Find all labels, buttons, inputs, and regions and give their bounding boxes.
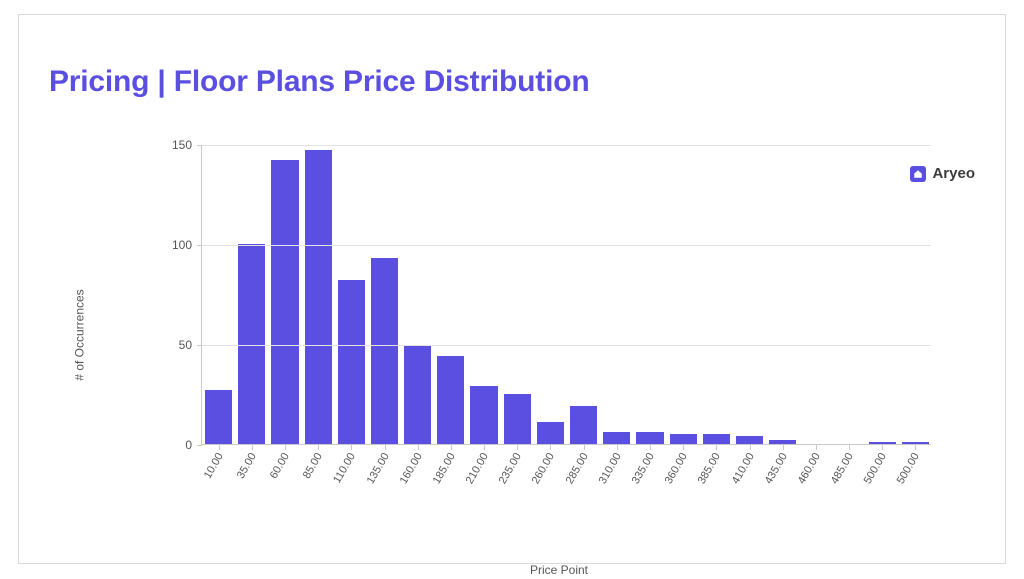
bar (238, 244, 265, 444)
bar (636, 432, 663, 444)
bar (736, 436, 763, 444)
bars-container (202, 145, 931, 444)
x-tick-label: 160.00 (397, 451, 424, 486)
bar (271, 160, 298, 444)
x-tick-label: 10.00 (201, 451, 225, 481)
x-tick-mark (882, 445, 883, 450)
x-tick-label: 35.00 (235, 451, 259, 481)
x-tick-label: 500.00 (862, 451, 889, 486)
x-tick-label: 385.00 (696, 451, 723, 486)
x-axis-label: Price Point (530, 563, 588, 577)
x-tick-mark (783, 445, 784, 450)
bar (769, 440, 796, 444)
gridline (202, 145, 931, 146)
bar (338, 280, 365, 444)
x-tick-mark (219, 445, 220, 450)
x-tick-mark (351, 445, 352, 450)
bar (305, 150, 332, 444)
y-axis-label: # of Occurrences (73, 289, 87, 380)
bar (537, 422, 564, 444)
x-tick-mark (584, 445, 585, 450)
gridline (202, 245, 931, 246)
x-tick-mark (617, 445, 618, 450)
x-tick-label: 85.00 (301, 451, 325, 481)
x-tick-mark (915, 445, 916, 450)
x-tick-mark (418, 445, 419, 450)
chart-card: Pricing | Floor Plans Price Distribution… (18, 14, 1006, 564)
y-tick-mark (197, 245, 202, 246)
x-tick-label: 460.00 (796, 451, 823, 486)
x-tick-mark (550, 445, 551, 450)
x-tick-label: 110.00 (331, 451, 358, 485)
chart: # of Occurrences 05010015010.0035.0060.0… (149, 145, 969, 525)
bar (404, 346, 431, 444)
x-tick-mark (252, 445, 253, 450)
page-title: Pricing | Floor Plans Price Distribution (49, 65, 589, 99)
y-tick-label: 0 (152, 438, 192, 452)
x-tick-label: 410.00 (729, 451, 756, 486)
x-tick-label: 210.00 (464, 451, 491, 486)
x-tick-label: 135.00 (364, 451, 391, 486)
x-tick-label: 285.00 (563, 451, 590, 486)
x-tick-label: 235.00 (497, 451, 524, 486)
x-tick-label: 360.00 (663, 451, 690, 486)
bar (504, 394, 531, 444)
x-tick-mark (484, 445, 485, 450)
bar (869, 442, 896, 444)
x-tick-mark (650, 445, 651, 450)
x-tick-mark (451, 445, 452, 450)
y-tick-mark (197, 445, 202, 446)
x-tick-label: 60.00 (268, 451, 292, 481)
x-tick-label: 335.00 (630, 451, 657, 486)
x-tick-mark (750, 445, 751, 450)
x-tick-mark (318, 445, 319, 450)
gridline (202, 345, 931, 346)
bar (437, 356, 464, 444)
x-tick-mark (849, 445, 850, 450)
bar (205, 390, 232, 444)
x-tick-mark (285, 445, 286, 450)
x-tick-mark (816, 445, 817, 450)
x-tick-label: 435.00 (762, 451, 789, 486)
x-tick-label: 485.00 (829, 451, 856, 486)
x-tick-label: 185.00 (431, 451, 458, 486)
bar (371, 258, 398, 444)
bar (570, 406, 597, 444)
bar (902, 442, 929, 444)
bar (603, 432, 630, 444)
y-tick-label: 50 (152, 338, 192, 352)
plot-area: 05010015010.0035.0060.0085.00110.00135.0… (201, 145, 931, 445)
x-tick-mark (517, 445, 518, 450)
bar (670, 434, 697, 444)
y-tick-label: 150 (152, 138, 192, 152)
bar (703, 434, 730, 444)
y-tick-label: 100 (152, 238, 192, 252)
x-tick-mark (683, 445, 684, 450)
bar (470, 386, 497, 444)
y-tick-mark (197, 345, 202, 346)
x-tick-label: 310.00 (596, 451, 623, 486)
x-tick-label: 500.00 (895, 451, 922, 486)
x-tick-mark (716, 445, 717, 450)
x-tick-mark (385, 445, 386, 450)
x-tick-label: 260.00 (530, 451, 557, 486)
y-tick-mark (197, 145, 202, 146)
